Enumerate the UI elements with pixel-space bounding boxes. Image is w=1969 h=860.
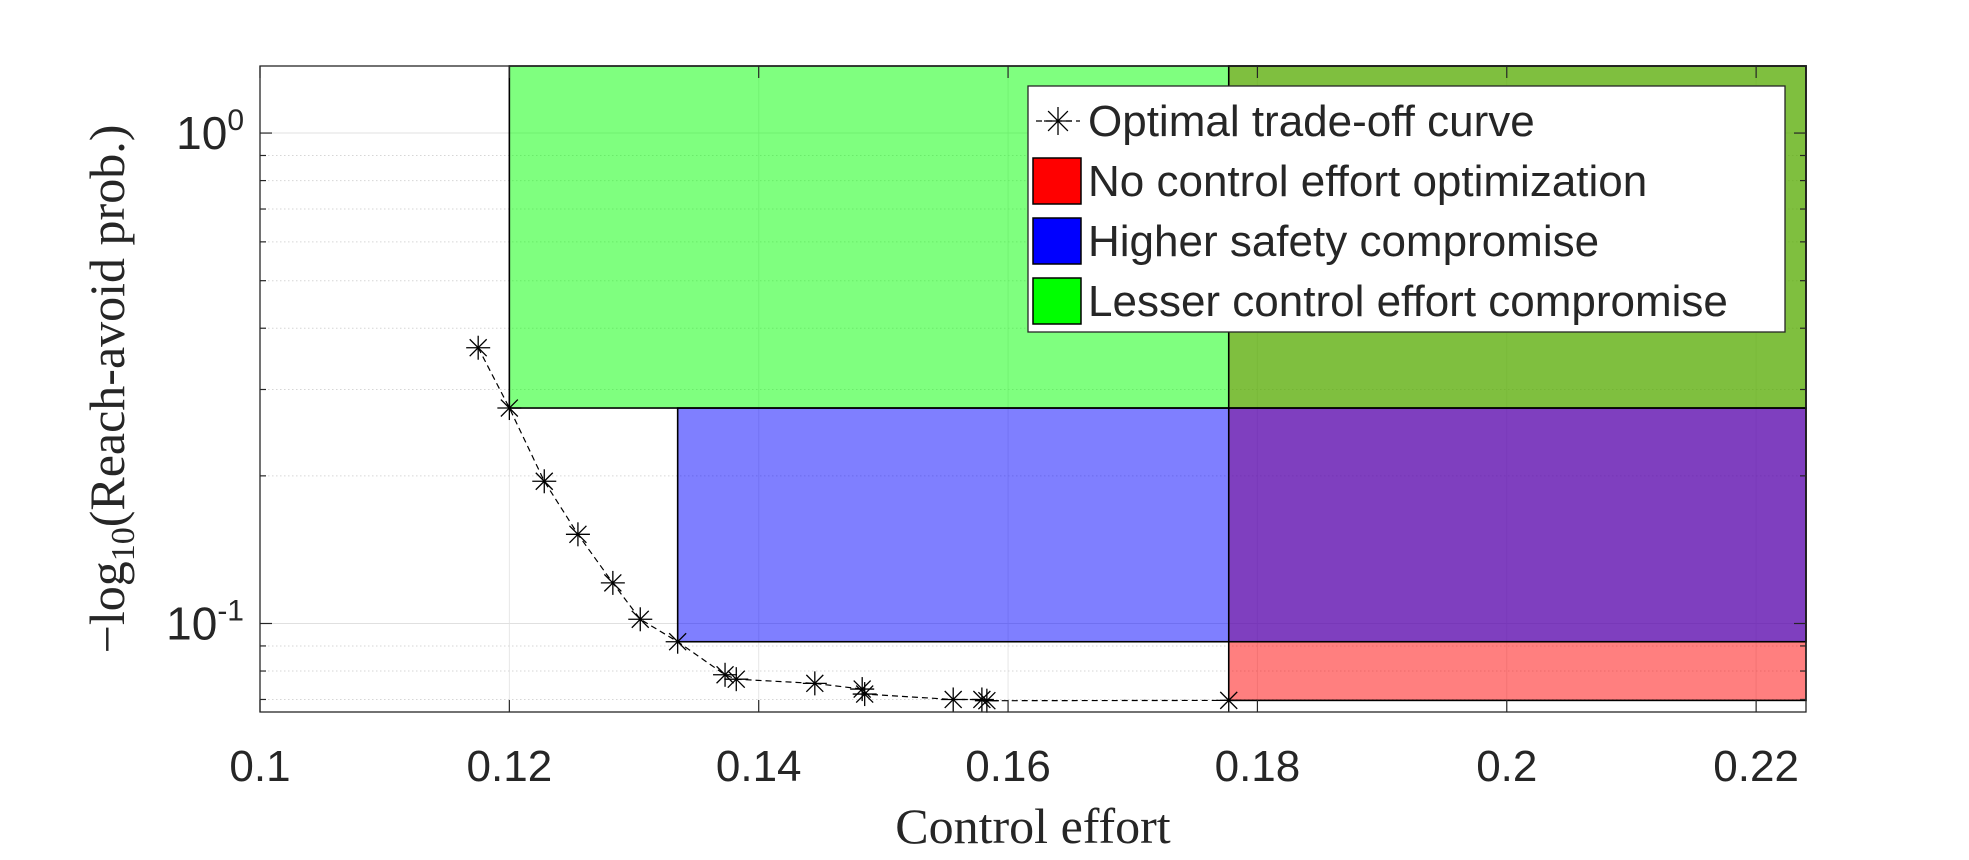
legend-label: Higher safety compromise [1088,217,1599,266]
legend-item: Optimal trade-off curve [1036,97,1535,146]
x-tick-label: 0.18 [1215,742,1301,791]
curve-point [974,688,999,713]
legend-asterisk-icon [1044,107,1072,135]
y-tick-base: 10 [176,107,227,159]
x-tick-label: 0.12 [467,742,553,791]
curve-point [852,682,877,707]
y-tick-exponent: 0 [227,104,244,137]
curve-point [802,671,827,696]
legend-item: No control effort optimization [1032,157,1647,206]
y-axis-label: −log10(Reach-avoid prob.) [79,125,142,654]
legend-swatch [1032,277,1082,325]
legend-swatch [1032,157,1082,205]
y-axis-label-suffix: (Reach-avoid prob.) [79,125,135,528]
x-tick-label: 0.16 [965,742,1051,791]
legend-label: Optimal trade-off curve [1088,97,1535,146]
x-tick-label: 0.14 [716,742,802,791]
legend-label: No control effort optimization [1088,157,1647,206]
curve-point [713,662,738,687]
y-tick-base: 10 [166,597,217,649]
curve-point [969,687,994,712]
curve-point [532,469,557,494]
y-tick-label: 100 [176,104,244,159]
curve-point [565,522,590,547]
y-tick-label: 10-1 [166,594,244,649]
y-axis-label-prefix: −log [79,561,135,653]
curve-point [466,335,491,360]
curve-point [497,396,522,421]
x-axis-label: Control effort [895,798,1171,854]
curve-point [941,687,966,712]
curve-point [1216,688,1241,713]
y-tick-exponent: -1 [217,594,244,627]
legend-swatch [1032,217,1082,265]
y-axis-label-subscript: 10 [105,527,142,561]
curve-point [724,667,749,692]
curve-point [600,570,625,595]
region-1 [677,408,1806,642]
legend-item: Higher safety compromise [1032,217,1599,266]
legend-box [1027,85,1786,333]
x-tick-label: 0.2 [1476,742,1537,791]
trade-off-curve-line [477,347,1229,702]
curve-point [628,607,653,632]
legend-item: Lesser control effort compromise [1032,277,1728,326]
curve-point [850,677,875,702]
x-tick-label: 0.1 [229,742,290,791]
legend-label: Lesser control effort compromise [1088,277,1728,326]
curve-point [665,629,690,654]
x-tick-label: 0.22 [1713,742,1799,791]
